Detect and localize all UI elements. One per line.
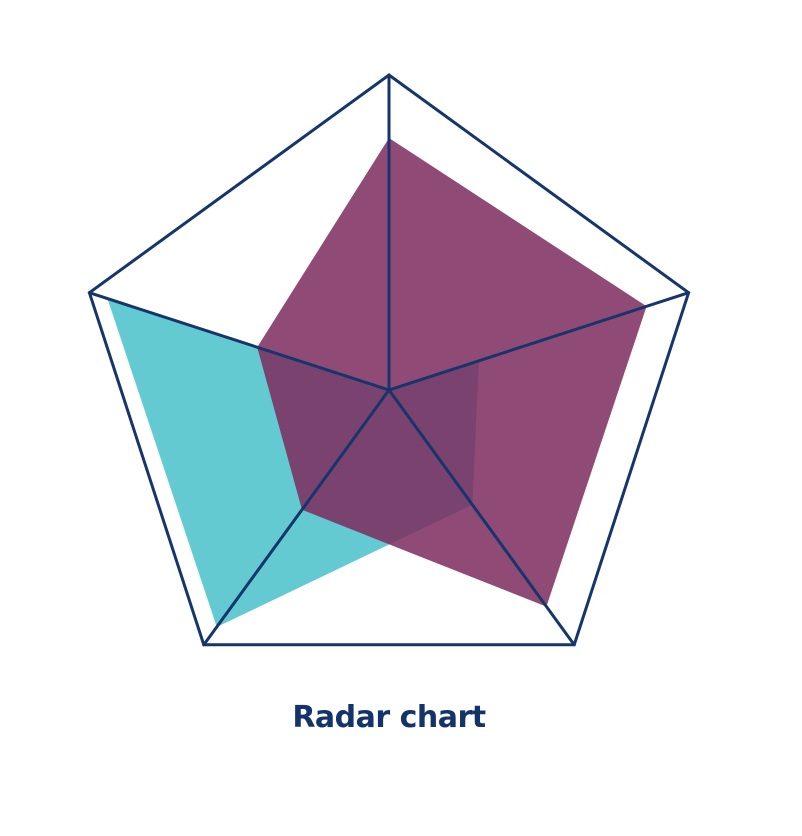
radar-outer-frame <box>87 73 691 647</box>
axis-spoke-2 <box>387 291 691 392</box>
axis-spoke-5 <box>87 291 391 392</box>
axis-spoke-4 <box>202 388 391 647</box>
chart-title: Radar chart <box>292 700 486 735</box>
series-area-2 <box>257 138 647 607</box>
axis-spoke-3 <box>387 388 576 647</box>
